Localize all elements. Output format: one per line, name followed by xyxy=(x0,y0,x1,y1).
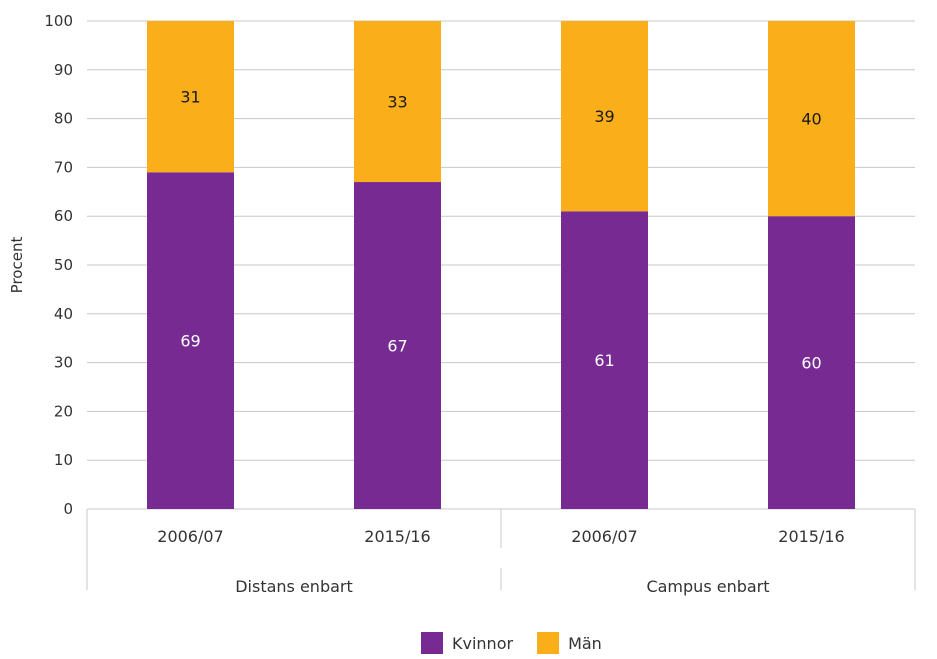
data-label: 69 xyxy=(180,332,200,351)
data-label: 61 xyxy=(594,351,614,370)
bar-segment xyxy=(147,21,234,173)
bar-segment xyxy=(354,21,441,183)
data-label: 39 xyxy=(594,107,614,126)
bar-segment xyxy=(561,211,648,509)
bar-segment xyxy=(147,172,234,509)
x-tick-label: 2015/16 xyxy=(778,527,844,546)
x-tick-label: 2006/07 xyxy=(571,527,637,546)
y-tick-label: 90 xyxy=(54,61,73,79)
data-label: 40 xyxy=(801,110,821,129)
x-group-label: Distans enbart xyxy=(235,577,353,596)
y-tick-label: 70 xyxy=(54,158,73,176)
y-tick-label: 40 xyxy=(54,305,73,323)
y-tick-label: 60 xyxy=(54,207,73,225)
y-tick-label: 50 xyxy=(54,256,73,274)
legend-swatch xyxy=(421,632,443,654)
bar-segment xyxy=(768,21,855,217)
x-tick-label: 2006/07 xyxy=(157,527,223,546)
y-tick-label: 80 xyxy=(54,110,73,128)
x-group-label: Campus enbart xyxy=(646,577,769,596)
legend-label: Män xyxy=(568,634,602,653)
data-label: 67 xyxy=(387,337,407,356)
y-tick-label: 10 xyxy=(54,451,73,469)
x-tick-label: 2015/16 xyxy=(364,527,430,546)
bar-segment xyxy=(354,182,441,510)
y-tick-label: 30 xyxy=(54,354,73,372)
y-tick-label: 0 xyxy=(63,500,73,518)
bar-segment xyxy=(768,216,855,509)
y-tick-label: 20 xyxy=(54,402,73,420)
legend-swatch xyxy=(537,632,560,654)
y-tick-label: 100 xyxy=(44,12,73,30)
data-label: 31 xyxy=(180,88,200,107)
data-label: 60 xyxy=(801,354,821,373)
y-axis-title: Procent xyxy=(8,237,26,294)
legend-label: Kvinnor xyxy=(452,634,513,653)
data-label: 33 xyxy=(387,93,407,112)
bar-segment xyxy=(561,21,648,212)
